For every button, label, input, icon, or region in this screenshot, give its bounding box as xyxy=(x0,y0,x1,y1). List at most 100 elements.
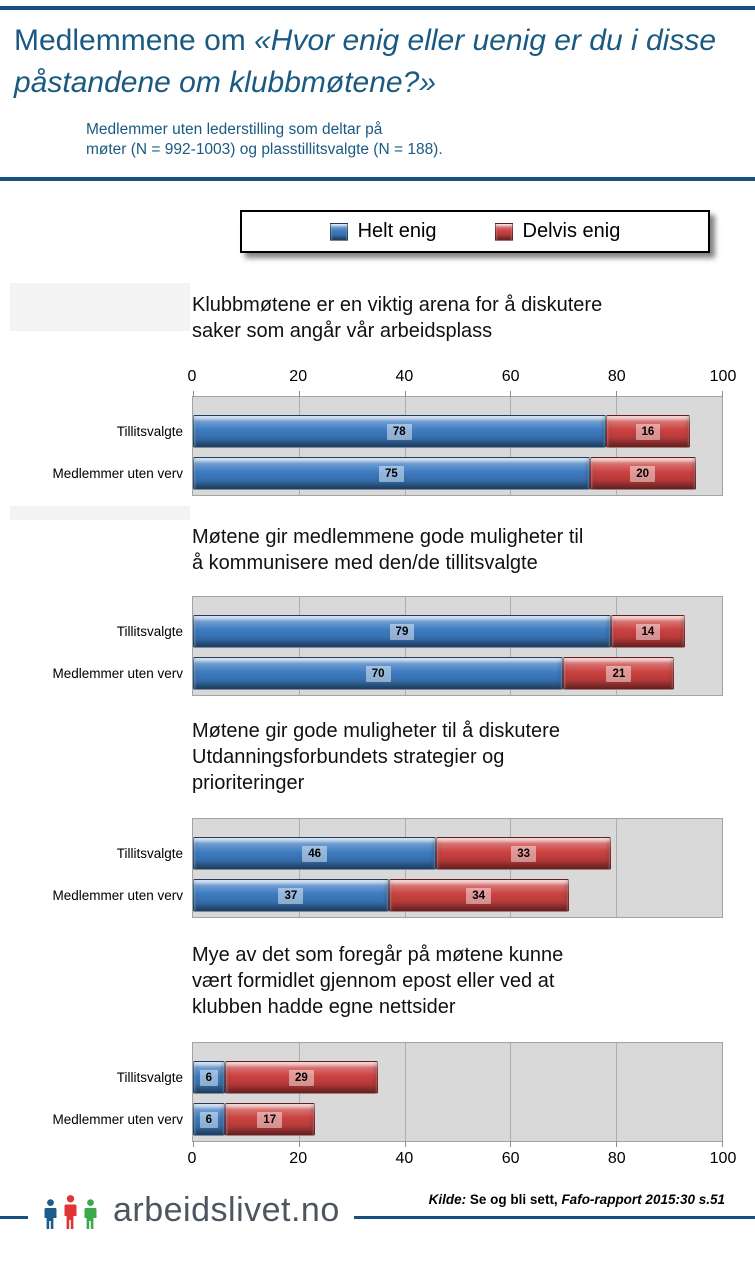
tick-mark xyxy=(404,391,406,397)
axis-tick-label: 20 xyxy=(289,1150,308,1167)
axis-tick-label: 80 xyxy=(607,368,626,385)
bar-value-label: 46 xyxy=(302,845,328,862)
subtitle: Medlemmer uten lederstilling som deltar … xyxy=(86,120,443,160)
chart-title-line: Møtene gir gode muligheter til å diskute… xyxy=(192,720,560,742)
tick-mark xyxy=(510,391,512,397)
tick-mark xyxy=(193,391,194,397)
bar-segment-helt-enig: 70 xyxy=(193,657,564,690)
chart-title: Klubbmøtene er en viktig arena for å dis… xyxy=(192,292,737,344)
page-title-regular: Medlemmene om xyxy=(14,24,255,57)
category-label: Medlemmer uten verv xyxy=(52,1112,183,1127)
delvis-enig-swatch-icon xyxy=(494,222,513,241)
subtitle-line-2: møter (N = 992-1003) og plasstillitsvalg… xyxy=(86,141,443,158)
source-citation: Kilde: Se og bli sett, Fafo-rapport 2015… xyxy=(429,1192,725,1207)
bar-value-label: 20 xyxy=(630,465,656,482)
bar-segment-helt-enig: 78 xyxy=(193,415,606,448)
footer-rule xyxy=(0,1216,755,1219)
helt-enig-swatch-icon xyxy=(329,222,348,241)
category-label: Tillitsvalgte xyxy=(116,424,183,439)
category-label: Tillitsvalgte xyxy=(116,624,183,639)
person-icon-blue xyxy=(44,1199,57,1229)
bar-segment-delvis-enig: 34 xyxy=(388,879,569,912)
gridline xyxy=(404,1043,406,1141)
tick-mark xyxy=(722,1141,723,1147)
source-main: Se og bli sett, xyxy=(466,1192,562,1207)
bar-segment-delvis-enig: 33 xyxy=(436,837,611,870)
top-rule xyxy=(0,6,755,10)
axis-tick-label: 100 xyxy=(709,1150,737,1167)
chart-title-line: Utdanningsforbundets strategier og xyxy=(192,746,505,768)
person-icon-red xyxy=(64,1195,77,1229)
page-title: Medlemmene om «Hvor enig eller uenig er … xyxy=(14,20,740,104)
axis-tick-label: 0 xyxy=(187,368,197,385)
bar-value-label: 79 xyxy=(389,623,415,640)
bar-value-label: 6 xyxy=(199,1069,219,1086)
plot-area: Tillitsvalgte 6 29 Medlemmer uten verv 6 17 xyxy=(52,1042,723,1147)
bar-value-label: 70 xyxy=(365,665,391,682)
gridline xyxy=(510,1043,512,1141)
axis-tick-label: 100 xyxy=(709,368,737,385)
header-bottom-rule xyxy=(0,177,755,181)
legend-label: Delvis enig xyxy=(522,220,621,242)
tick-mark xyxy=(722,391,723,397)
category-label: Tillitsvalgte xyxy=(116,1070,183,1085)
bar-value-label: 14 xyxy=(635,623,661,640)
page-title-quote: «Hvor enig eller uenig er du i disse pås… xyxy=(14,24,717,99)
plot-area: Tillitsvalgte 78 16 Medlemmer uten verv 75 20 xyxy=(52,391,723,496)
bar-value-label: 78 xyxy=(386,423,412,440)
bar-segment-delvis-enig: 14 xyxy=(610,615,685,648)
bar-value-label: 21 xyxy=(606,665,632,682)
legend-item-helt-enig: Helt enig xyxy=(329,220,437,243)
chart-title-line: Møtene gir medlemmene gode muligheter ti… xyxy=(192,526,584,548)
bar-value-label: 34 xyxy=(466,887,492,904)
legend: Helt enig Delvis enig xyxy=(240,210,710,253)
bar-segment-helt-enig: 79 xyxy=(193,615,611,648)
chart-title-line: vært formidlet gjennom epost eller ved a… xyxy=(192,970,555,992)
chart-title-line: prioriteringer xyxy=(192,772,305,794)
chart-title-line: Mye av det som foregår på møtene kunne xyxy=(192,944,564,966)
gridline xyxy=(616,819,618,917)
axis-labels: 0 20 40 60 80 100 xyxy=(188,1150,737,1172)
bar-value-label: 37 xyxy=(278,887,304,904)
legend-label: Helt enig xyxy=(357,220,437,242)
person-icon-green xyxy=(84,1199,97,1229)
tick-mark xyxy=(616,1141,618,1147)
legend-item-delvis-enig: Delvis enig xyxy=(494,220,621,243)
chart-title-line: Klubbmøtene er en viktig arena for å dis… xyxy=(192,294,603,316)
plot-area: Tillitsvalgte 79 14 Medlemmer uten verv 70 21 xyxy=(52,596,723,696)
axis-tick-label: 60 xyxy=(501,368,520,385)
tick-mark xyxy=(193,1141,194,1147)
category-label: Medlemmer uten verv xyxy=(52,888,183,903)
axis-labels: 0 20 40 60 80 100 xyxy=(188,368,737,390)
bar-segment-helt-enig: 75 xyxy=(193,457,590,490)
bar-segment-delvis-enig: 20 xyxy=(589,457,696,490)
bar-segment-delvis-enig: 29 xyxy=(224,1061,379,1094)
bar-segment-helt-enig: 6 xyxy=(193,1103,225,1136)
background-artifact xyxy=(10,506,190,520)
axis-tick-label: 40 xyxy=(395,368,414,385)
chart-title: Møtene gir medlemmene gode muligheter ti… xyxy=(192,524,737,576)
subtitle-line-1: Medlemmer uten lederstilling som deltar … xyxy=(86,121,383,138)
axis-tick-label: 0 xyxy=(187,1150,197,1167)
bar-value-label: 16 xyxy=(635,423,661,440)
background-artifact xyxy=(10,283,190,331)
bar-segment-helt-enig: 46 xyxy=(193,837,437,870)
source-prefix: Kilde: xyxy=(428,1192,467,1207)
source-detail: Fafo-rapport 2015:30 s.51 xyxy=(561,1192,725,1207)
chart-title-line: saker som angår vår arbeidsplass xyxy=(192,320,493,342)
axis-tick-label: 20 xyxy=(289,368,308,385)
axis-tick-label: 80 xyxy=(607,1150,626,1167)
bar-segment-delvis-enig: 21 xyxy=(563,657,675,690)
tick-mark xyxy=(404,1141,406,1147)
bar-segment-helt-enig: 6 xyxy=(193,1061,225,1094)
plot-area: Tillitsvalgte 46 33 Medlemmer uten verv 37 34 xyxy=(52,818,723,918)
axis-tick-label: 60 xyxy=(501,1150,520,1167)
bar-value-label: 6 xyxy=(199,1111,219,1128)
category-label: Tillitsvalgte xyxy=(116,846,183,861)
category-label: Medlemmer uten verv xyxy=(52,466,183,481)
axis-tick-label: 40 xyxy=(395,1150,414,1167)
bar-value-label: 33 xyxy=(511,845,536,862)
tick-mark xyxy=(298,1141,300,1147)
